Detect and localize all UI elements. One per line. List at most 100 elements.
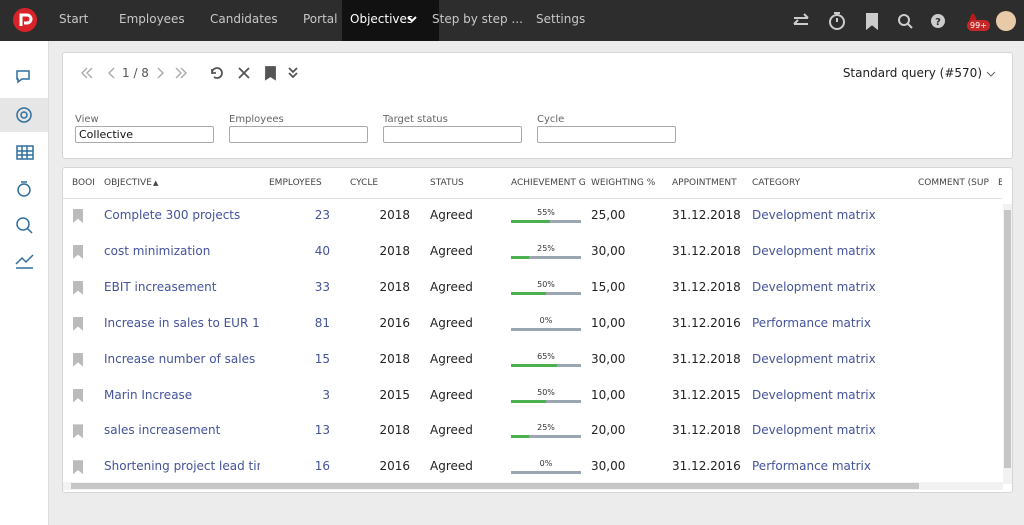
- achievement-bar: [511, 399, 546, 403]
- objective-link[interactable]: EBIT increasement: [104, 279, 217, 294]
- column-header[interactable]: CYCLE: [350, 178, 379, 188]
- filter-label: Target status: [383, 114, 448, 125]
- chevron: [986, 71, 996, 77]
- bookmark-icon[interactable]: [73, 316, 83, 331]
- cycle: 2016: [379, 315, 410, 330]
- category-link[interactable]: Performance matrix: [752, 459, 871, 474]
- appointment: 31.12.2016: [672, 315, 741, 330]
- nav-item[interactable]: Employees: [119, 12, 185, 26]
- category-link[interactable]: Performance matrix: [752, 315, 871, 330]
- column-header[interactable]: WEIGHTING %: [591, 178, 656, 188]
- cycle: 2018: [379, 279, 410, 294]
- weighting: 15,00: [591, 279, 626, 294]
- column-header[interactable]: APPOINTMENT: [672, 178, 737, 188]
- nav-item[interactable]: Start: [59, 12, 89, 26]
- v-scrollbar[interactable]: [1003, 204, 1012, 484]
- employees-count[interactable]: 3: [322, 387, 330, 402]
- nav-item[interactable]: Portal: [303, 12, 338, 26]
- category-link[interactable]: Development matrix: [752, 243, 876, 258]
- employees-count[interactable]: 23: [314, 208, 330, 222]
- category-link[interactable]: Development matrix: [752, 208, 876, 222]
- bookmark-icon[interactable]: [73, 280, 83, 295]
- column-header[interactable]: COMMENT (SUP: [918, 178, 989, 188]
- objective-link[interactable]: Marin Increase: [104, 387, 193, 402]
- column-header[interactable]: BOOI: [72, 178, 95, 188]
- achievement-label: 25%: [537, 423, 555, 433]
- query-select[interactable]: Standard query (#570): [842, 66, 982, 80]
- weighting: 10,00: [591, 387, 626, 402]
- nav-item[interactable]: Step by step ...: [432, 12, 523, 26]
- sidebar-active: [0, 98, 48, 132]
- objective-link[interactable]: Complete 300 projects: [104, 208, 241, 222]
- weighting: 30,00: [591, 459, 626, 474]
- cycle: 2018: [379, 208, 410, 222]
- weighting: 30,00: [591, 243, 626, 258]
- filter-input[interactable]: Collective: [75, 126, 214, 143]
- appointment: 31.12.2018: [672, 243, 741, 258]
- filter-input[interactable]: [383, 126, 522, 143]
- achievement-label: 25%: [537, 243, 555, 253]
- bookmark-icon[interactable]: [73, 209, 83, 223]
- column-header[interactable]: EMPLOYEES: [269, 178, 322, 188]
- bookmark-icon[interactable]: [73, 388, 83, 403]
- weighting: 10,00: [591, 315, 626, 330]
- bookmark-icon[interactable]: [73, 352, 83, 367]
- sidebar-icons[interactable]: [14, 66, 36, 276]
- achievement-label: 50%: [537, 279, 555, 289]
- category-link[interactable]: Development matrix: [752, 351, 876, 366]
- filter-value: Collective: [79, 128, 133, 141]
- category-link[interactable]: Development matrix: [752, 423, 876, 438]
- weighting: 30,00: [591, 351, 626, 366]
- column-header[interactable]: OBJECTIVE: [104, 178, 152, 188]
- column-header[interactable]: CATEGORY: [752, 178, 801, 188]
- objective-link[interactable]: Increase number of sales: [104, 351, 256, 366]
- logo[interactable]: [12, 7, 38, 33]
- objective-link[interactable]: Shortening project lead times: [104, 459, 260, 474]
- bookmark-icon[interactable]: [73, 244, 83, 259]
- achievement-track: [511, 327, 581, 331]
- column-header[interactable]: ACHIEVEMENT G: [511, 178, 586, 188]
- cycle: 2018: [379, 243, 410, 258]
- cycle: 2018: [379, 423, 410, 438]
- objective-link[interactable]: cost minimization: [104, 243, 211, 258]
- header-divider: [63, 198, 1002, 199]
- h-scrollbar[interactable]: [63, 482, 1003, 490]
- filter-input[interactable]: [537, 126, 676, 143]
- employees-count[interactable]: 33: [314, 279, 330, 294]
- achievement-track: [511, 291, 581, 295]
- filter-panel: 1 / 8 Standard query (#570) View Collecti…: [62, 52, 1013, 159]
- employees-count[interactable]: 13: [314, 423, 330, 438]
- nav-item[interactable]: Objectives: [342, 0, 440, 41]
- objective-link[interactable]: Increase in sales to EUR 100 m: [104, 315, 260, 330]
- bookmark-icon[interactable]: [73, 460, 83, 475]
- cycle: 2018: [379, 351, 410, 366]
- bookmark-icon[interactable]: [73, 424, 83, 439]
- objective-link[interactable]: sales increasement: [104, 423, 221, 438]
- filter-input[interactable]: [229, 126, 368, 143]
- achievement-label: 0%: [539, 459, 553, 469]
- achievement-bar: [511, 291, 546, 295]
- achievement-bar: [511, 220, 550, 223]
- column-header[interactable]: EVA: [998, 178, 1002, 188]
- nav-item[interactable]: Candidates: [210, 12, 278, 26]
- nav-item[interactable]: Settings: [536, 12, 586, 26]
- toolbar-icons[interactable]: [79, 65, 309, 81]
- appointment: 31.12.2018: [672, 208, 741, 222]
- employees-count[interactable]: 15: [314, 351, 330, 366]
- status: Agreed: [430, 351, 473, 366]
- appointment: 31.12.2016: [672, 459, 741, 474]
- achievement-label: 55%: [537, 208, 555, 217]
- category-link[interactable]: Development matrix: [752, 387, 876, 402]
- employees-count[interactable]: 16: [314, 459, 330, 474]
- weighting: 25,00: [591, 208, 626, 222]
- achievement-track: [511, 471, 581, 475]
- appointment: 31.12.2018: [672, 279, 741, 294]
- column-header[interactable]: STATUS: [430, 178, 464, 188]
- achievement-label: 0%: [539, 315, 553, 325]
- category-link[interactable]: Development matrix: [752, 279, 876, 294]
- achievement-bar: [511, 255, 529, 259]
- filter-label: View: [75, 114, 99, 125]
- employees-count[interactable]: 40: [314, 243, 330, 258]
- employees-count[interactable]: 81: [314, 315, 330, 330]
